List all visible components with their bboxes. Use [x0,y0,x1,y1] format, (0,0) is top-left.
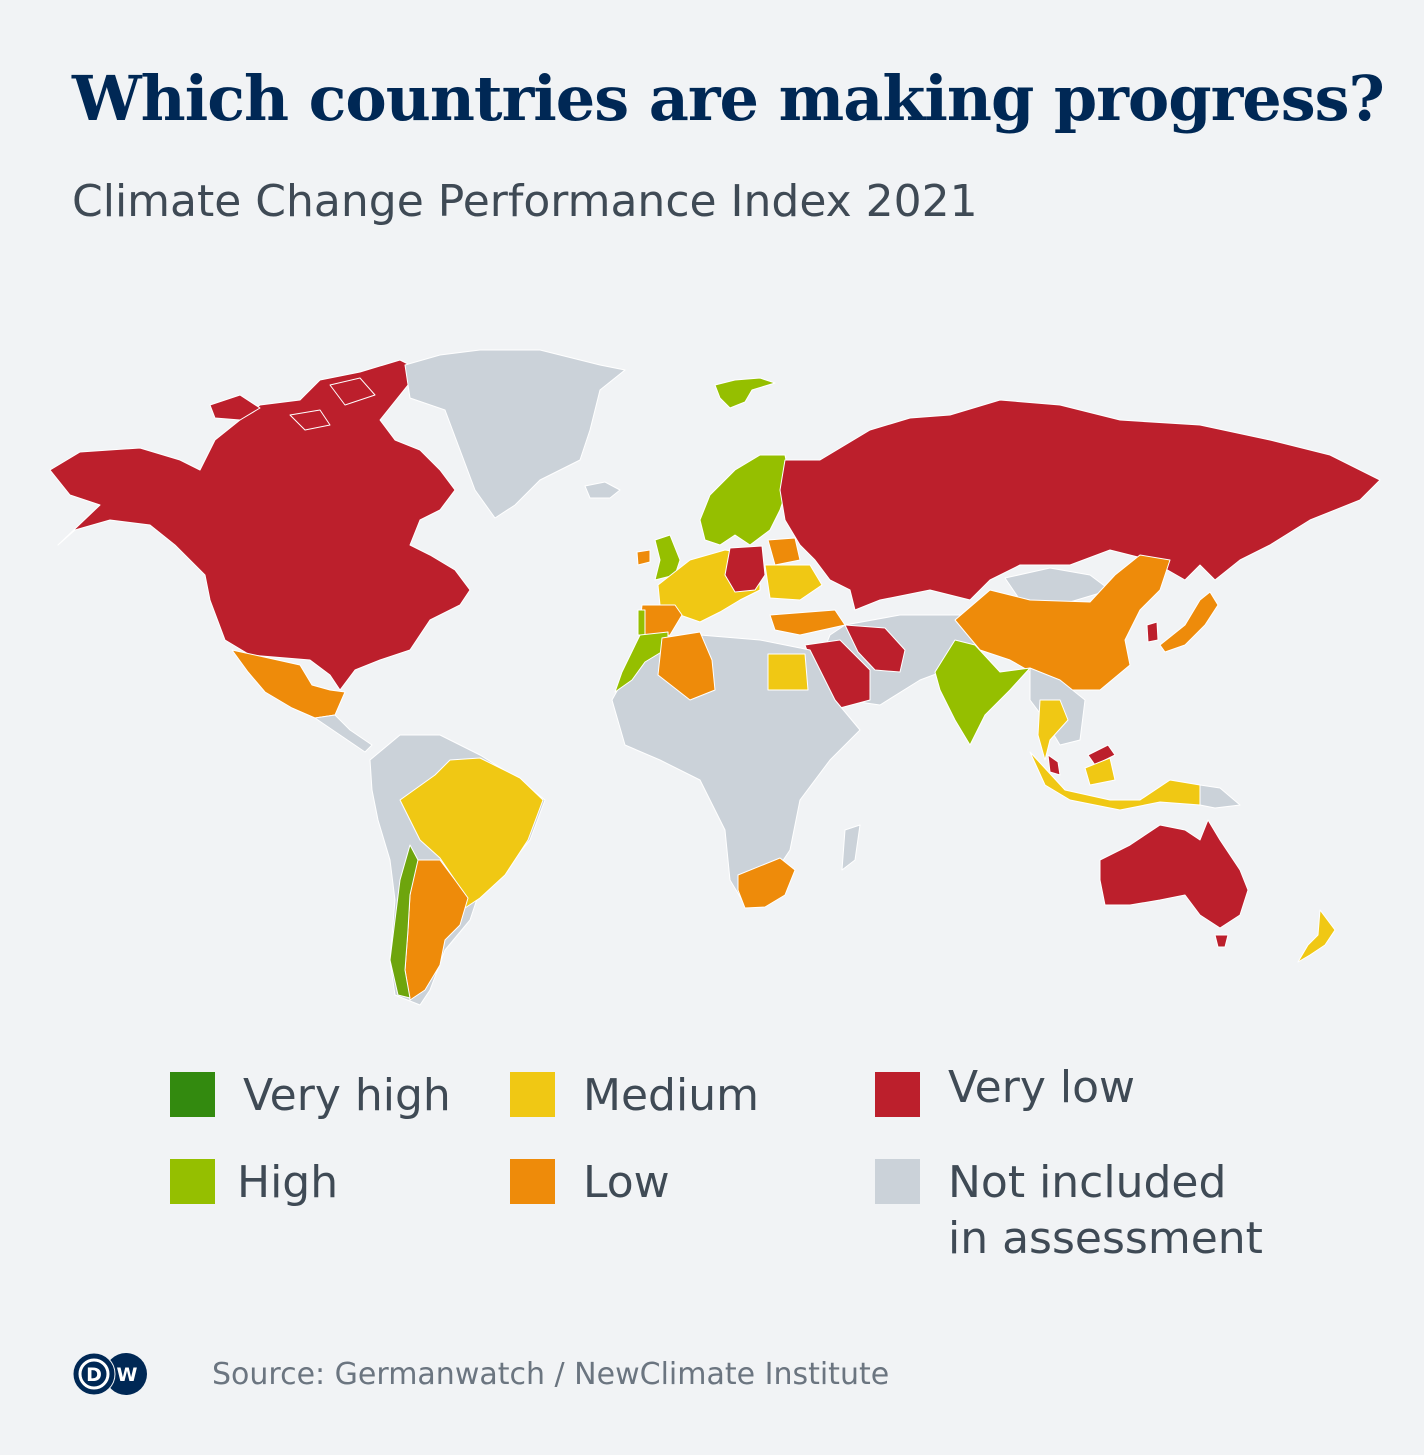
swatch-high [170,1159,215,1204]
legend-label: Not included in assessment [948,1155,1263,1267]
legend-item-medium: Medium [510,1068,759,1124]
region-iran [844,624,906,673]
region-thailand [1037,699,1069,761]
swatch-very-high [170,1072,215,1117]
legend-label: Low [583,1157,670,1208]
region-madagascar [841,824,861,871]
legend-label-line2: in assessment [948,1213,1263,1264]
legend-item-very-low: Very low [875,1062,1135,1117]
region-egypt [767,653,809,691]
source-text: Source: Germanwatch / NewClimate Institu… [212,1356,890,1392]
region-malaysia [1047,744,1116,776]
region-korea [1146,621,1159,643]
legend-item-high: High [170,1155,338,1211]
region-papua-new-guinea [1199,784,1241,809]
region-iceland [584,481,621,499]
page-title: Which countries are making progress? [72,62,1385,135]
region-arctic-islands [209,377,376,431]
region-tasmania [1214,934,1229,948]
region-greenland [404,349,626,519]
svg-text:W: W [117,1364,138,1386]
page-subtitle: Climate Change Performance Index 2021 [72,176,978,227]
legend-item-low: Low [510,1155,670,1211]
swatch-not-included [875,1159,920,1204]
region-brazil [399,757,544,911]
swatch-medium [510,1072,555,1117]
region-ireland [636,549,651,566]
region-russia [779,399,1381,611]
legend-label: Medium [583,1070,759,1121]
region-morocco [614,631,669,693]
region-svalbard [714,377,776,409]
region-central-america [314,714,373,753]
legend-item-not-included: Not included in assessment [875,1155,1263,1267]
region-chile [389,844,419,999]
world-map [49,349,1381,1006]
region-africa [611,634,861,906]
swatch-low [510,1159,555,1204]
svg-text:D: D [86,1364,102,1386]
swatch-very-low [875,1072,920,1117]
dw-logo-icon: D W [72,1352,147,1396]
footer: D W Source: Germanwatch / NewClimate Ins… [70,1352,889,1396]
legend-item-very-high: Very high [170,1068,451,1124]
region-india [934,639,1031,746]
region-new-zealand [1297,909,1336,963]
legend-label: Very high [243,1070,451,1121]
region-south-africa [737,857,796,909]
region-turkey [769,609,846,636]
region-poland-czechia-hungary [724,545,766,593]
region-australia [1099,819,1249,929]
region-ukraine [764,564,823,601]
region-belarus [767,537,801,566]
region-scandinavia [699,454,791,546]
legend-label: Very low [948,1062,1135,1113]
region-portugal [637,609,646,636]
region-canada-alaska [49,359,471,691]
legend-label: High [237,1157,339,1208]
legend-label-line1: Not included [948,1157,1227,1208]
region-algeria [657,631,716,701]
region-mexico [231,649,346,719]
region-japan [1159,591,1219,653]
